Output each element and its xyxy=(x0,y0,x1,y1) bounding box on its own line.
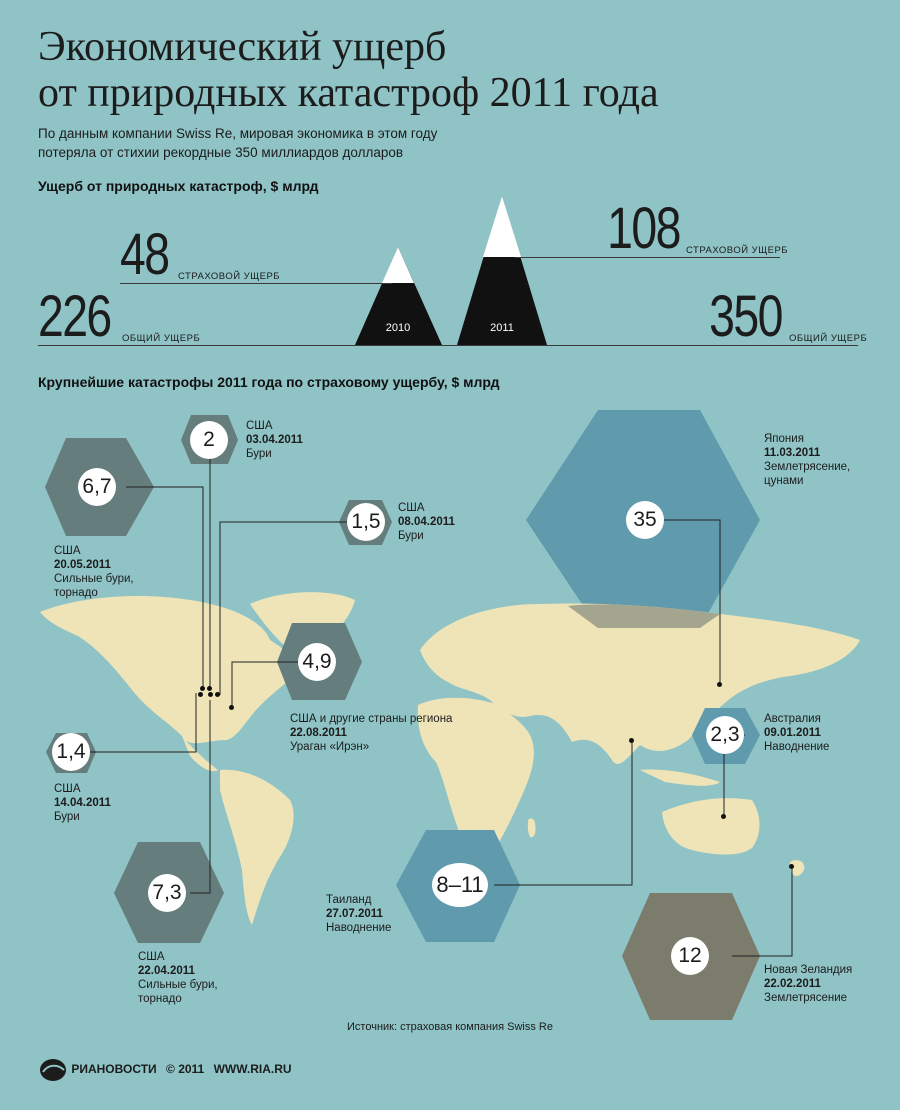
value-new-zealand: 12 xyxy=(671,937,709,975)
total-2010-label: ОБЩИЙ УЩЕРБ xyxy=(122,333,201,344)
event-dot xyxy=(229,705,234,710)
japan-overlap xyxy=(568,604,720,628)
page-title: Экономический ущерб от природных катастр… xyxy=(38,24,858,116)
info-usa-4-9: США и другие страны региона 22.08.2011 Ура… xyxy=(290,713,453,753)
australia-shape xyxy=(662,798,760,855)
event-dot xyxy=(208,692,213,697)
value-thailand: 8–11 xyxy=(432,863,488,907)
event-dot xyxy=(721,814,726,819)
mountain-2010-peak xyxy=(382,247,414,283)
value-usa-2: 2 xyxy=(190,421,228,459)
subtitle-line-2: потеряла от стихии рекордные 350 миллиар… xyxy=(38,145,404,160)
logo-brand: РИАНОВОСТИ xyxy=(71,1062,157,1077)
south-america-shape xyxy=(220,769,294,925)
year-2011-label: 2011 xyxy=(490,322,514,334)
eurasia-shape xyxy=(420,603,860,765)
total-2011-label: ОБЩИЙ УЩЕРБ xyxy=(789,333,868,344)
info-new-zealand: Новая Зеландия 22.02.2011 Землетрясение xyxy=(764,964,853,1004)
insured-2010-line xyxy=(120,283,392,284)
info-thailand: Таиланд 27.07.2011 Наводнение xyxy=(326,894,392,934)
value-australia: 2,3 xyxy=(706,716,744,754)
event-dot xyxy=(717,682,722,687)
value-usa-1-5: 1,5 xyxy=(347,503,385,541)
madagascar-shape xyxy=(527,818,536,838)
mountains-graphic xyxy=(355,196,547,345)
section-damage-title: Ущерб от природных катастроф, $ млрд xyxy=(38,178,319,194)
total-line xyxy=(38,345,858,346)
event-dot xyxy=(215,692,220,697)
insured-2010-label: СТРАХОВОЙ УЩЕРБ xyxy=(178,271,281,282)
central-america-shape xyxy=(182,736,218,772)
land-masses xyxy=(40,592,860,925)
value-usa-7-3: 7,3 xyxy=(148,874,186,912)
event-dot xyxy=(198,692,203,697)
north-america-shape xyxy=(40,596,305,744)
insured-2011-label: СТРАХОВОЙ УЩЕРБ xyxy=(686,245,789,256)
logo-site[interactable]: WWW.RIA.RU xyxy=(213,1062,292,1077)
section-disasters-title: Крупнейшие катастрофы 2011 года по страх… xyxy=(38,374,500,390)
mountain-2010 xyxy=(355,247,442,345)
value-japan: 35 xyxy=(626,501,664,539)
title-line-1: Экономический ущерб xyxy=(38,24,447,70)
info-usa-1-5: США 08.04.2011 Бури xyxy=(398,502,455,542)
event-dot xyxy=(207,686,212,691)
logo-copyright: © 2011 xyxy=(166,1062,205,1077)
year-2010-label: 2010 xyxy=(385,322,411,334)
insured-2011-value: 108 xyxy=(607,196,681,261)
mountain-2011-peak xyxy=(483,196,521,257)
event-dot xyxy=(200,686,205,691)
insured-2010-value: 48 xyxy=(120,222,170,287)
indonesia-shape xyxy=(640,769,720,786)
info-usa-6-7: США 20.05.2011 Сильные бури, торнадо xyxy=(54,545,134,599)
subtitle-line-1: По данным компании Swiss Re, мировая эко… xyxy=(38,126,438,141)
info-usa-7-3: США 22.04.2011 Сильные бури, торнадо xyxy=(138,951,218,1005)
subtitle: По данным компании Swiss Re, мировая эко… xyxy=(38,124,558,162)
source-note: Источник: страховая компания Swiss Re xyxy=(347,1021,553,1033)
new-zealand-shape xyxy=(790,860,805,877)
event-dot xyxy=(789,864,794,869)
info-usa-2: США 03.04.2011 Бури xyxy=(246,420,303,460)
total-2010-value: 226 xyxy=(38,284,112,349)
info-japan: Япония 11.03.2011 Землетрясение, цунами xyxy=(764,433,851,487)
africa-shape xyxy=(417,697,534,862)
value-usa-4-9: 4,9 xyxy=(298,643,336,681)
title-line-2: от природных катастроф 2011 года xyxy=(38,70,659,116)
value-usa-6-7: 6,7 xyxy=(78,468,116,506)
info-australia: Австралия 09.01.2011 Наводнение xyxy=(764,713,830,753)
total-2011-value: 350 xyxy=(709,284,783,349)
logo[interactable]: РИАНОВОСТИ © 2011 WWW.RIA.RU xyxy=(38,1058,292,1082)
event-dot xyxy=(629,738,634,743)
ria-logo-icon xyxy=(40,1059,66,1081)
value-usa-1-4: 1,4 xyxy=(52,733,90,771)
insured-2011-line xyxy=(515,257,780,258)
info-usa-1-4: США 14.04.2011 Бури xyxy=(54,783,111,823)
mountain-2011 xyxy=(457,196,547,345)
